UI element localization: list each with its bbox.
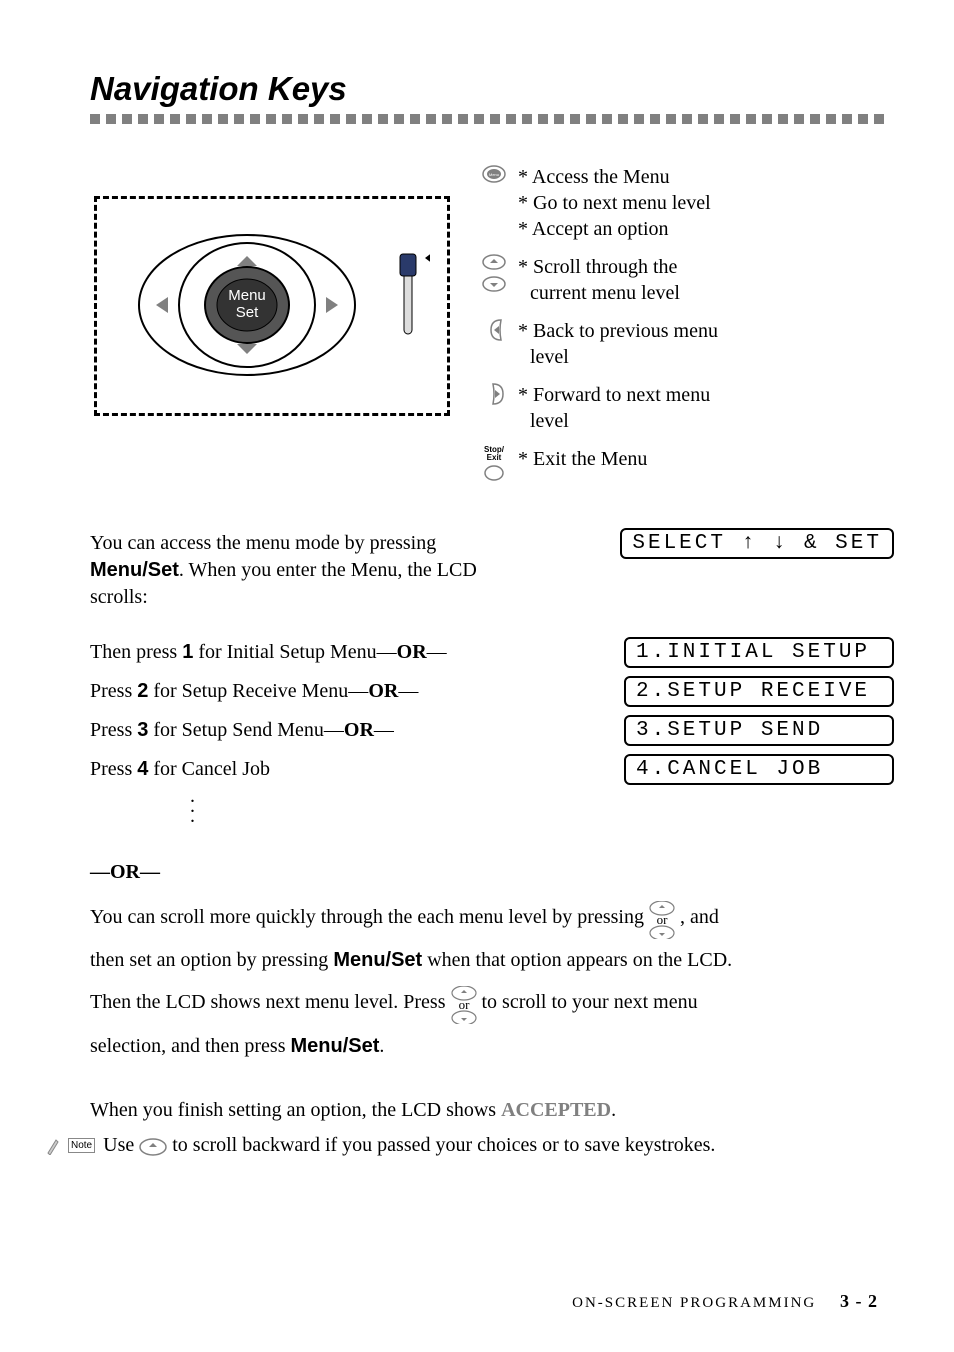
legend-back-l1: Back to previous menu [533,320,718,342]
accepted-line: When you finish setting an option, the L… [90,1097,894,1124]
legend-scroll: * Scroll through the current menu level [482,254,718,306]
legend: Menu * Access the Menu * Go to next menu… [482,164,718,500]
divider-dotted [90,114,894,124]
lcd-menu-1: 1.INITIAL SETUP [624,637,894,668]
lcd-menu-2: 2.SETUP RECEIVE [624,676,894,707]
legend-scroll-l1: Scroll through the [533,256,677,278]
legend-menuset-l3: Accept an option [532,218,669,240]
legend-forward: * Forward to next menu level [482,382,718,434]
left-arrow-icon [482,318,506,349]
intro-paragraph: You can access the menu mode by pressing… [90,530,490,611]
page-footer: ON-SCREEN PROGRAMMING 3 - 2 [572,1291,878,1312]
stop-exit-icon: Stop/Exit [482,446,506,488]
legend-forward-l1: Forward to next menu [533,384,710,406]
svg-text:Set: Set [236,304,259,321]
legend-menuset-l2: Go to next menu level [533,192,711,214]
legend-exit-text: Exit the Menu [533,448,647,470]
menuset-icon: Menu [482,164,506,190]
device-diagram: Menu Set [90,184,470,444]
menu-prompt-2: Press 2 for Setup Receive Menu—OR— [90,680,624,703]
nav-pad-svg: Menu Set [132,220,362,390]
or-separator: —OR— [90,861,894,884]
navigation-diagram-section: Menu Set Menu * Access the Menu * Go to … [90,164,894,500]
legend-menuset-l1: Access the Menu [532,166,670,188]
footer-page-number: 3 - 2 [840,1291,878,1311]
up-or-down-icon: or [649,897,675,939]
up-oval-icon [139,1133,167,1160]
menu-prompt-3: Press 3 for Setup Send Menu—OR— [90,719,624,742]
pencil-icon [46,1137,60,1155]
right-arrow-icon [482,382,506,413]
lcd-select: SELECT ↑ ↓ & SET [620,528,894,559]
legend-scroll-l2: current menu level [530,282,680,304]
svg-text:Menu: Menu [228,287,266,304]
footer-chapter: ON-SCREEN PROGRAMMING [572,1295,816,1311]
note-badge: Note [68,1138,95,1153]
legend-forward-l2: level [530,410,569,432]
up-or-down-icon-2: or [451,983,477,1025]
vertical-dots: ... [190,791,894,821]
up-down-icon [482,254,506,301]
legend-menuset: Menu * Access the Menu * Go to next menu… [482,164,718,242]
note-row: Note Use to scroll backward if you passe… [46,1132,894,1160]
flow-paragraph: You can scroll more quickly through the … [90,896,894,1067]
lcd-menu-3: 3.SETUP SEND [624,715,894,746]
menu-prompt-1: Then press 1 for Initial Setup Menu—OR— [90,641,624,664]
svg-text:or: or [657,912,669,927]
menu-prompt-4: Press 4 for Cancel Job [90,758,624,781]
svg-text:Menu: Menu [489,172,499,177]
svg-text:or: or [458,997,470,1012]
legend-back-l2: level [530,346,569,368]
lcd-menu-4: 4.CANCEL JOB [624,754,894,785]
legend-exit: Stop/Exit * Exit the Menu [482,446,718,488]
page-title: Navigation Keys [90,70,894,108]
legend-back: * Back to previous menu level [482,318,718,370]
volume-slider-icon [390,244,430,354]
